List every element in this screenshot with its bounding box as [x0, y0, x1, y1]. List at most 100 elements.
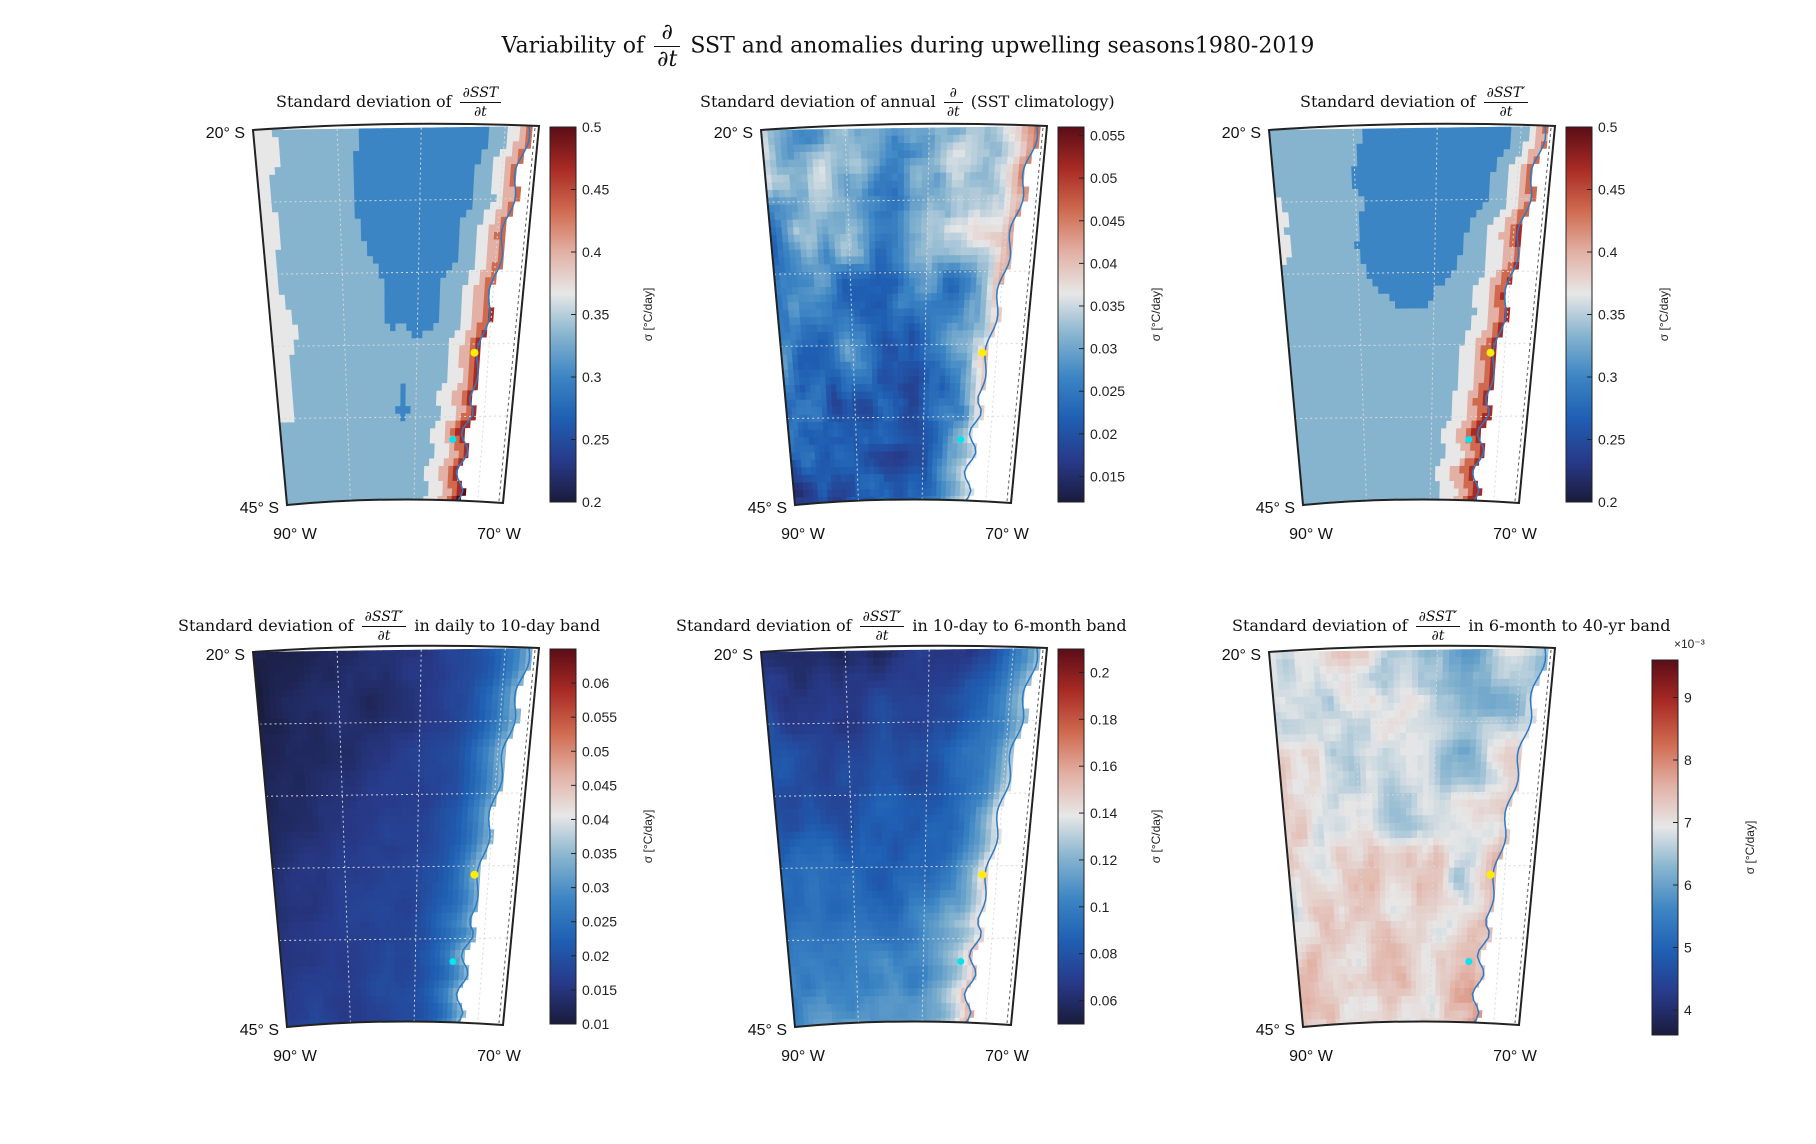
panel-title-suffix: in 10-day to 6-month band [912, 616, 1127, 635]
colorbar-label: σ [°C/day] [1149, 288, 1163, 342]
station-marker-north [978, 870, 987, 879]
panel-title-frac-den: ∂t [1499, 104, 1513, 120]
colorbar-tick-label: 0.045 [582, 777, 617, 793]
figure-title-frac-den: ∂t [657, 47, 678, 72]
lat-label-south: 45° S [1256, 500, 1295, 517]
colorbar-tick-label: 0.06 [582, 675, 609, 691]
station-marker-north [978, 348, 987, 357]
station-marker-south [1465, 435, 1473, 443]
colorbar-tick-label: 5 [1684, 940, 1692, 956]
panel-title-prefix: Standard deviation of [1300, 92, 1476, 111]
lat-label-south: 45° S [240, 500, 279, 517]
colorbar-tick-label: 0.45 [582, 182, 609, 198]
panel-title-suffix: in 6-month to 40-yr band [1468, 616, 1671, 635]
coastline [1470, 126, 1547, 504]
lon-label-east: 70° W [1493, 526, 1538, 543]
figure-title-fraction: ∂ ∂t [654, 22, 681, 72]
panel-title-fraction: ∂ ∂t [943, 86, 963, 120]
colorbar-tick-label: 6 [1684, 877, 1692, 893]
colorbar-tick-label: 0.5 [1598, 119, 1618, 135]
station-marker-north [1486, 870, 1495, 879]
panel-title-frac-num: ∂SST′ [859, 610, 905, 627]
panel-title-fraction: ∂SST′ ∂t [1483, 86, 1529, 120]
panel-title-fraction: ∂SST′ ∂t [1415, 610, 1461, 644]
colorbar-gradient [1651, 659, 1679, 1036]
map-frame [251, 644, 541, 1029]
panel-title-frac-den: ∂t [946, 104, 960, 120]
graticule [1275, 126, 1549, 505]
map-frame [759, 122, 1049, 507]
graticule [767, 648, 1041, 1027]
colorbar-tick-label: 0.02 [582, 948, 609, 964]
colorbar: 0.2 0.25 0.3 0.35 0.4 0.45 0.5 σ [°C/day] [1565, 119, 1671, 510]
map-frame [1267, 644, 1557, 1029]
colorbar-tick-label: 0.06 [1090, 993, 1117, 1009]
colorbar-tick-label: 0.035 [1090, 298, 1125, 314]
colorbar-tick-label: 4 [1684, 1002, 1692, 1018]
panel-title-frac-den: ∂t [1431, 628, 1445, 644]
colorbar-gradient [1057, 126, 1085, 503]
figure-title-prefix: Variability of [501, 33, 645, 59]
colorbar-tick-label: 8 [1684, 752, 1692, 768]
lon-label-east: 70° W [985, 526, 1030, 543]
colorbar-label: σ [°C/day] [1657, 288, 1671, 342]
graticule [259, 648, 533, 1027]
panel-title-bottom-left: Standard deviation of ∂SST′ ∂t in daily t… [178, 610, 600, 643]
colorbar-tick-label: 0.35 [1598, 307, 1625, 323]
lat-label-south: 45° S [748, 500, 787, 517]
colorbar-tick-label: 0.02 [1090, 426, 1117, 442]
coastline [962, 648, 1039, 1026]
sst-field [253, 647, 539, 1027]
colorbar-tick-label: 0.12 [1090, 852, 1117, 868]
coastline [454, 648, 531, 1026]
colorbar-tick-label: 0.4 [582, 244, 602, 260]
colorbar-tick-label: 0.25 [1598, 432, 1625, 448]
lon-label-east: 70° W [1493, 1048, 1538, 1065]
colorbar-tick-label: 0.25 [582, 432, 609, 448]
map-frame [759, 644, 1049, 1029]
colorbar-tick-label: 0.18 [1090, 711, 1117, 727]
map-panel-bottom-middle: 20° S45° S90° W 70° W0.060.080.10.120.140… [714, 644, 1163, 1065]
lat-label-north: 20° S [1222, 647, 1261, 664]
colorbar-tick-label: 0.05 [582, 743, 609, 759]
station-marker-south [957, 435, 965, 443]
panel-title-prefix: Standard deviation of [178, 616, 354, 635]
lon-label-west: 90° W [1289, 526, 1334, 543]
colorbar-tick-label: 0.055 [582, 709, 617, 725]
colorbar-tick-label: 0.05 [1090, 170, 1117, 186]
station-marker-north [470, 870, 479, 879]
panel-title-frac-num: ∂SST [459, 86, 502, 103]
lat-label-south: 45° S [240, 1022, 279, 1039]
colorbar-tick-label: 0.025 [1090, 383, 1125, 399]
colorbar-tick-label: 0.4 [1598, 244, 1618, 260]
colorbar-gradient [549, 648, 577, 1025]
figure-title: Variability of ∂ ∂t SST and anomalies dur… [0, 22, 1816, 71]
map-panel-top-right: 20° S 45° S 90° W 70° W 0.2 0.25 0.3 0.35 0.4 0.4… [1222, 119, 1671, 543]
colorbar-tick-label: 0.14 [1090, 805, 1117, 821]
colorbar-tick-label: 0.3 [1598, 369, 1618, 385]
colorbar: 4 5 6 7 8 9 σ [°C/day] ×10⁻³ [1651, 637, 1757, 1036]
lat-label-north: 20° S [714, 647, 753, 664]
map-panel-top-middle: 20° S45° S90° W 70° W0.0150.020.0250.030.… [714, 122, 1163, 543]
map-panel-bottom-left: 20° S45° S90° W 70° W0.010.0150.020.0250.… [206, 644, 655, 1065]
colorbar-tick-label: 0.055 [1090, 128, 1125, 144]
lat-label-north: 20° S [1222, 125, 1261, 142]
lon-label-west: 90° W [781, 526, 826, 543]
lon-label-west: 90° W [273, 1048, 318, 1065]
colorbar-tick-label: 0.35 [582, 307, 609, 323]
panel-title-bottom-middle: Standard deviation of ∂SST′ ∂t in 10-day … [676, 610, 1127, 643]
colorbar-tick-label: 0.015 [1090, 468, 1125, 484]
panel-title-fraction: ∂SST′ ∂t [361, 610, 407, 643]
colorbar-label: σ [°C/day] [1149, 810, 1163, 864]
lon-label-west: 90° W [781, 1048, 826, 1065]
panel-title-frac-num: ∂ [943, 86, 963, 103]
colorbar-tick-label: 0.2 [582, 494, 602, 510]
panel-title-frac-den: ∂t [875, 628, 889, 644]
station-marker-north [470, 348, 479, 357]
colorbar-tick-label: 0.01 [582, 1016, 609, 1032]
panel-title-top-right: Standard deviation of ∂SST′ ∂t [1300, 86, 1531, 119]
panel-title-suffix: (SST climatology) [970, 92, 1115, 111]
colorbar-multiplier: ×10⁻³ [1674, 637, 1705, 651]
graticule [259, 126, 533, 505]
map-frame [251, 122, 541, 507]
